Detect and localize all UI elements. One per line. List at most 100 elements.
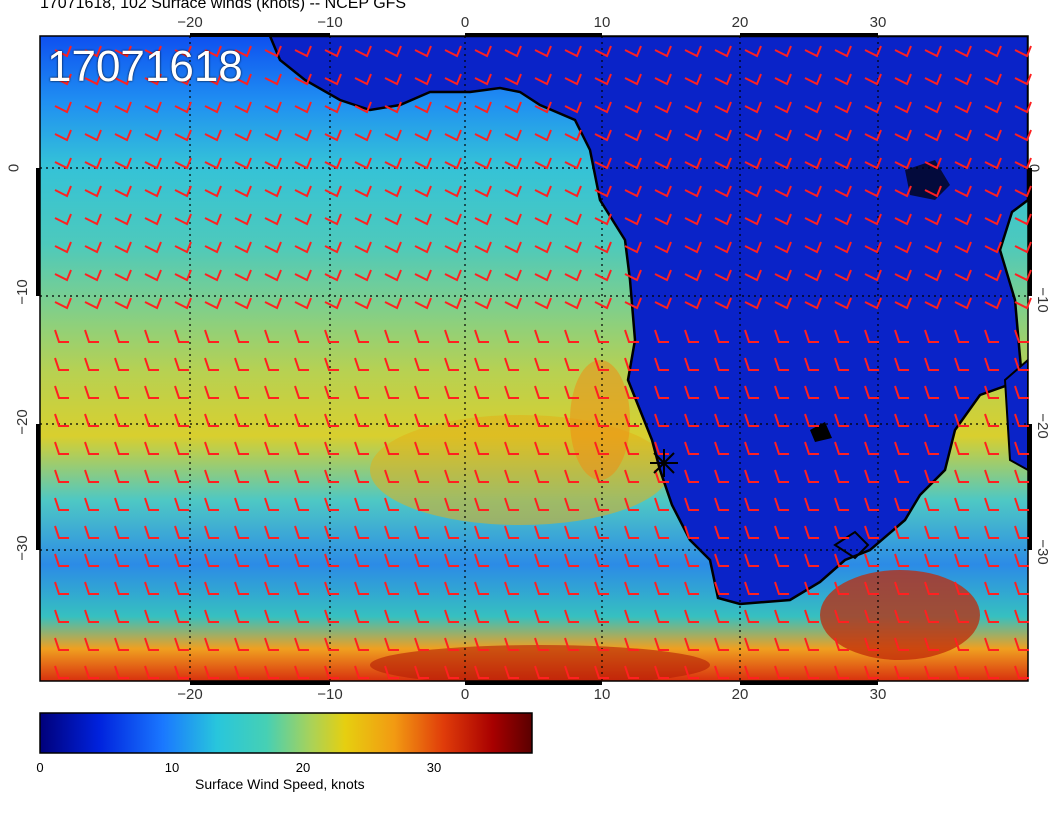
wind-barb (744, 329, 759, 343)
wind-barb (324, 609, 339, 623)
wind-barb (774, 297, 792, 310)
wind-barb (414, 241, 432, 254)
wind-barb (624, 385, 639, 399)
wind-barb (294, 525, 309, 539)
wind-barb (384, 497, 399, 511)
wind-barb (564, 101, 582, 114)
wind-barb (864, 45, 882, 58)
wind-barb (984, 497, 999, 511)
bottom-lon-tick: −20 (177, 686, 203, 703)
wind-barb (954, 609, 969, 623)
wind-barb (414, 101, 432, 114)
wind-barb (414, 581, 429, 595)
wind-barb (624, 213, 642, 226)
wind-barb (594, 609, 609, 623)
wind-barb (684, 357, 699, 371)
wind-barb (564, 185, 582, 198)
wind-barb (894, 581, 909, 595)
wind-barb (564, 553, 579, 567)
wind-barb (264, 469, 279, 483)
wind-barb (84, 129, 102, 142)
wind-barb (144, 525, 159, 539)
wind-barb (204, 441, 219, 455)
wind-barb (864, 157, 882, 170)
wind-barb (294, 357, 309, 371)
wind-barb (474, 581, 489, 595)
wind-barb (474, 297, 492, 310)
wind-barb (804, 269, 822, 282)
wind-barb (654, 469, 669, 483)
wind-barb (1014, 525, 1029, 539)
wind-barb (54, 497, 69, 511)
wind-barb (804, 297, 822, 310)
wind-barb (84, 213, 102, 226)
wind-barb (144, 581, 159, 595)
wind-barb (234, 665, 249, 679)
wind-barb (564, 581, 579, 595)
wind-barb (294, 213, 312, 226)
wind-barb (324, 241, 342, 254)
wind-barb (1014, 413, 1029, 427)
wind-barb (564, 609, 579, 623)
wind-barb (774, 101, 792, 114)
wind-barb (474, 497, 489, 511)
wind-barb (714, 441, 729, 455)
wind-barb (804, 357, 819, 371)
wind-barb (954, 665, 969, 679)
wind-barb (234, 269, 252, 282)
wind-barb (84, 185, 102, 198)
wind-barb (864, 213, 882, 226)
wind-barb (474, 241, 492, 254)
wind-barb (294, 241, 312, 254)
wind-barb (744, 609, 759, 623)
wind-barb (624, 357, 639, 371)
wind-barb (534, 101, 552, 114)
wind-barb (534, 129, 552, 142)
wind-barb (444, 213, 462, 226)
wind-barb (894, 525, 909, 539)
wind-barb (264, 213, 282, 226)
wind-barb (1014, 329, 1029, 343)
wind-barb (234, 469, 249, 483)
wind-barb (774, 441, 789, 455)
wind-barb (924, 441, 939, 455)
wind-barb (714, 329, 729, 343)
wind-barb (174, 329, 189, 343)
wind-barb (324, 129, 342, 142)
wind-barb (624, 553, 639, 567)
wind-barb (324, 269, 342, 282)
wind-barb (804, 385, 819, 399)
wind-barb (774, 413, 789, 427)
wind-barb (564, 73, 582, 86)
wind-barb (804, 129, 822, 142)
wind-barb (84, 637, 99, 651)
wind-barb (804, 213, 822, 226)
wind-barb (324, 45, 342, 58)
wind-barb (504, 385, 519, 399)
wind-barb (864, 185, 882, 198)
wind-barb (684, 269, 702, 282)
wind-barb (984, 73, 1002, 86)
wind-barb (474, 553, 489, 567)
wind-barb (414, 357, 429, 371)
wind-barb (294, 609, 309, 623)
wind-barb (714, 413, 729, 427)
wind-barb (174, 637, 189, 651)
wind-barb (924, 269, 942, 282)
wind-barb (474, 157, 492, 170)
wind-barb (324, 157, 342, 170)
wind-barb (804, 45, 822, 58)
wind-barb (444, 609, 459, 623)
wind-barb (294, 441, 309, 455)
wind-barb (474, 129, 492, 142)
wind-barb (444, 297, 462, 310)
wind-barb (834, 329, 849, 343)
wind-barb (264, 45, 282, 58)
wind-barb (684, 329, 699, 343)
wind-barb (1014, 241, 1032, 254)
wind-barb (324, 101, 342, 114)
wind-barb (54, 581, 69, 595)
wind-barb (204, 101, 222, 114)
wind-barb (414, 469, 429, 483)
wind-barb (354, 413, 369, 427)
